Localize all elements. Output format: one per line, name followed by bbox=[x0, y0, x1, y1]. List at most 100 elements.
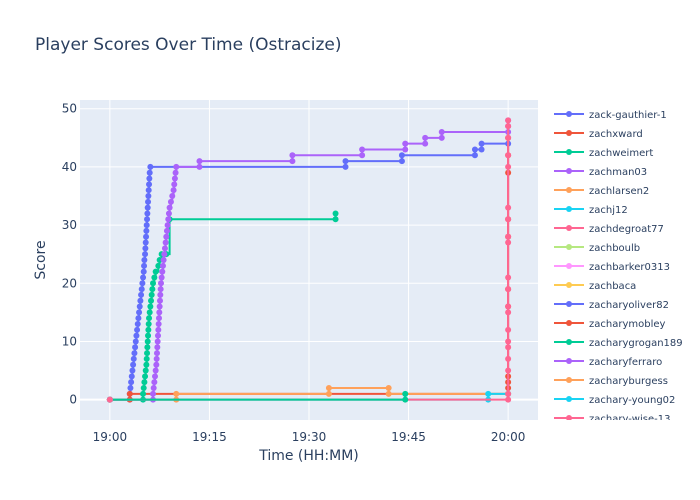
data-point bbox=[159, 268, 166, 275]
data-point bbox=[141, 262, 148, 269]
data-point bbox=[152, 367, 159, 374]
data-point bbox=[146, 181, 153, 188]
data-point bbox=[144, 344, 151, 351]
legend-item[interactable]: zacharyoliver82 bbox=[554, 300, 669, 311]
legend-item[interactable]: zacharygrogan189 bbox=[554, 338, 683, 349]
data-point bbox=[196, 158, 203, 165]
data-point bbox=[398, 158, 405, 165]
series-layer bbox=[106, 117, 512, 403]
data-point bbox=[165, 210, 172, 217]
data-point bbox=[485, 390, 492, 397]
data-point bbox=[165, 216, 172, 223]
data-point bbox=[422, 134, 429, 141]
data-point bbox=[128, 373, 135, 380]
data-point bbox=[505, 233, 512, 240]
data-point bbox=[153, 355, 160, 362]
data-point bbox=[128, 379, 135, 386]
data-point bbox=[164, 222, 171, 229]
legend-item[interactable]: zachary-wise-13 bbox=[554, 414, 670, 425]
data-point bbox=[172, 169, 179, 176]
data-point bbox=[171, 181, 178, 188]
data-point bbox=[145, 326, 152, 333]
data-point bbox=[150, 385, 157, 391]
legend-marker bbox=[566, 225, 572, 231]
legend-item[interactable]: zachweimert bbox=[554, 148, 653, 159]
legend-label: zachlarsen2 bbox=[589, 186, 649, 197]
data-point bbox=[359, 146, 366, 153]
legend-marker bbox=[566, 263, 572, 269]
data-point bbox=[142, 239, 149, 246]
data-point bbox=[133, 332, 140, 339]
x-tick-label: 20:00 bbox=[491, 430, 526, 444]
data-point bbox=[155, 315, 162, 322]
data-point bbox=[152, 373, 159, 380]
data-point bbox=[402, 396, 409, 403]
data-point bbox=[130, 355, 137, 362]
data-point bbox=[139, 280, 146, 287]
legend-label: zacharymobley bbox=[589, 319, 666, 330]
legend-marker bbox=[566, 187, 572, 193]
legend-label: zachdegroat77 bbox=[589, 224, 664, 235]
data-point bbox=[144, 350, 151, 357]
legend-label: zachary-young02 bbox=[589, 395, 675, 406]
legend-label: zachbaca bbox=[589, 281, 636, 292]
data-point bbox=[138, 291, 145, 298]
legend-item[interactable]: zacharymobley bbox=[554, 319, 666, 330]
data-point bbox=[422, 140, 429, 147]
data-point bbox=[505, 117, 512, 124]
data-point bbox=[134, 321, 141, 327]
data-point bbox=[146, 175, 153, 182]
legend-label: zachj12 bbox=[589, 205, 628, 216]
data-point bbox=[438, 129, 445, 135]
data-point bbox=[162, 239, 169, 246]
legend-item[interactable]: zachbarker0313 bbox=[554, 262, 670, 273]
data-point bbox=[126, 390, 133, 397]
legend-item[interactable]: zachman03 bbox=[554, 167, 647, 178]
data-point bbox=[154, 338, 161, 345]
x-tick-label: 19:30 bbox=[292, 430, 327, 444]
legend-item[interactable]: zacharyburgess bbox=[554, 376, 668, 387]
data-point bbox=[143, 361, 150, 368]
legend-item[interactable]: zachary-young02 bbox=[554, 395, 675, 406]
data-point bbox=[160, 257, 167, 263]
data-point bbox=[146, 169, 153, 176]
legend-item[interactable]: zachj12 bbox=[554, 205, 628, 216]
data-point bbox=[402, 140, 409, 147]
data-point bbox=[169, 193, 176, 199]
data-point bbox=[505, 326, 512, 333]
data-point bbox=[146, 309, 153, 316]
data-point bbox=[359, 152, 366, 159]
legend-marker bbox=[566, 244, 572, 250]
data-point bbox=[385, 390, 392, 397]
data-point bbox=[505, 344, 512, 351]
legend-label: zacharygrogan189 bbox=[589, 338, 683, 349]
legend-item[interactable]: zachdegroat77 bbox=[554, 224, 664, 235]
data-point bbox=[140, 385, 147, 391]
data-point bbox=[173, 390, 180, 397]
data-point bbox=[135, 315, 142, 322]
data-point bbox=[145, 198, 152, 205]
legend-item[interactable]: zachlarsen2 bbox=[554, 186, 649, 197]
data-point bbox=[155, 326, 162, 333]
data-point bbox=[342, 163, 349, 170]
legend-item[interactable]: zachboulb bbox=[554, 243, 640, 254]
data-point bbox=[505, 163, 512, 170]
data-point bbox=[325, 385, 332, 391]
data-point bbox=[134, 326, 141, 333]
legend-item[interactable]: zack-gauthier-1 bbox=[554, 110, 667, 121]
data-point bbox=[156, 309, 163, 316]
legend-item[interactable]: zachxward bbox=[554, 129, 643, 140]
legend-item[interactable]: zacharyferraro bbox=[554, 357, 662, 368]
data-point bbox=[150, 280, 157, 287]
y-tick-label: 0 bbox=[69, 393, 77, 407]
legend[interactable]: zack-gauthier-1 zachxward zachweimert zachm… bbox=[554, 110, 683, 425]
data-point bbox=[342, 158, 349, 165]
legend-label: zachweimert bbox=[589, 148, 653, 159]
legend-marker bbox=[566, 130, 572, 136]
data-point bbox=[332, 210, 339, 217]
y-tick-label: 40 bbox=[62, 160, 77, 174]
data-point bbox=[140, 274, 147, 281]
data-point bbox=[505, 239, 512, 246]
legend-item[interactable]: zachbaca bbox=[554, 281, 636, 292]
